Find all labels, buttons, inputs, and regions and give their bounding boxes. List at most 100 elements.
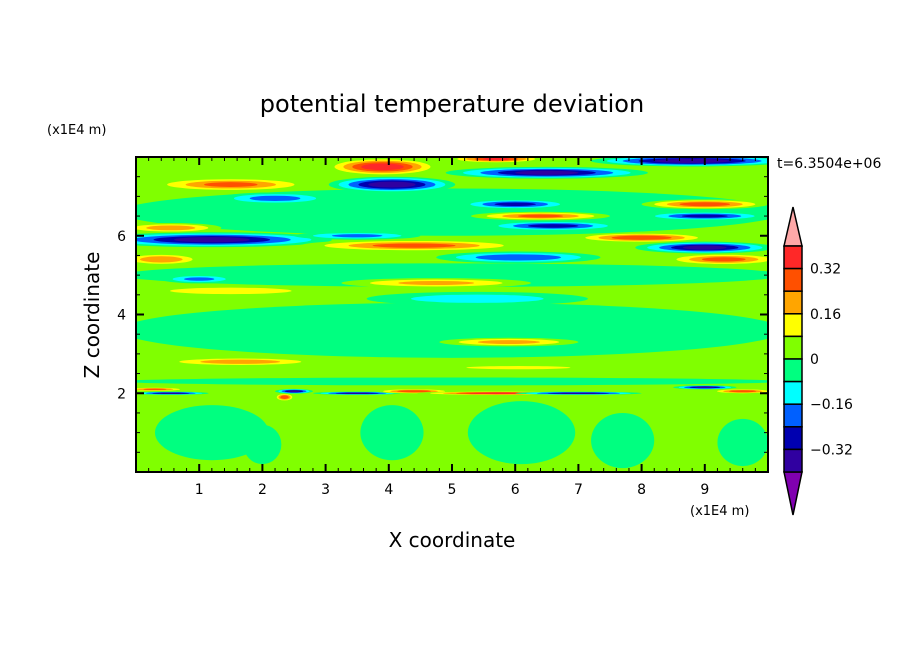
contour-feature — [445, 166, 648, 179]
contour-feature — [148, 177, 313, 192]
contour-feature — [635, 241, 768, 254]
contour-feature — [717, 418, 768, 467]
colorbar-box — [783, 448, 803, 473]
contour-feature — [312, 391, 402, 395]
x-axis-label: X coordinate — [389, 528, 516, 552]
axis-ticks — [136, 157, 769, 472]
x-unit-label: (x1E4 m) — [690, 504, 749, 519]
contour-band — [611, 235, 672, 240]
contour-band — [517, 214, 564, 218]
contour-feature — [136, 377, 768, 386]
colorbar-tick-label: 0.32 — [810, 262, 841, 278]
contour-band — [204, 182, 258, 187]
x-tick-label: 2 — [258, 482, 267, 498]
x-tick-label: 3 — [321, 482, 330, 498]
contour-band — [527, 224, 579, 228]
contour-band — [398, 281, 475, 285]
contour-band — [154, 405, 269, 461]
contour-band — [249, 195, 301, 201]
contour-field — [136, 157, 768, 472]
colorbar-box — [783, 313, 803, 338]
contour-band — [331, 234, 383, 238]
colorbar-box — [783, 335, 803, 360]
contour-band — [143, 388, 167, 391]
contour-band — [397, 390, 431, 393]
contour-band — [679, 202, 731, 207]
contour-band — [343, 392, 372, 394]
contour-band — [515, 170, 579, 175]
x-tick-label: 9 — [700, 482, 709, 498]
contour-band — [466, 366, 571, 370]
contour-band — [475, 254, 562, 261]
contour-band — [139, 256, 183, 263]
contour-feature — [325, 157, 440, 176]
contour-feature — [136, 387, 187, 392]
contour-feature — [515, 391, 642, 395]
contour-feature — [218, 192, 332, 205]
contour-band — [681, 214, 728, 218]
y-tick-label: 6 — [117, 229, 126, 245]
contour-feature — [439, 337, 579, 347]
x-tick-label: 4 — [384, 482, 393, 498]
contour-band — [494, 202, 536, 207]
contour-feature — [458, 199, 573, 210]
contour-band — [368, 181, 416, 188]
contour-band — [717, 418, 768, 467]
contour-band — [467, 401, 576, 465]
colorbar-tick-label: 0.16 — [810, 307, 841, 323]
contour-band — [174, 237, 250, 243]
contour-feature — [136, 284, 342, 297]
colorbar-tick-label: −0.16 — [810, 397, 853, 413]
contour-band — [372, 243, 456, 248]
contour-band — [169, 287, 292, 295]
y-axis-label: Z coordinate — [80, 252, 104, 379]
x-tick-label: 6 — [511, 482, 520, 498]
contour-band — [288, 390, 300, 393]
y-tick-label: 2 — [117, 386, 126, 402]
x-tick-label: 8 — [637, 482, 646, 498]
contour-band — [184, 277, 215, 281]
colorbar-box — [783, 245, 803, 270]
contour-band — [682, 245, 727, 250]
contour-band — [361, 163, 404, 171]
contour-feature — [673, 385, 737, 390]
contour-band — [558, 392, 599, 394]
contour-band — [158, 392, 183, 394]
contour-band — [694, 386, 715, 389]
contour-band — [243, 424, 282, 465]
colorbar-tick-label: 0 — [810, 352, 819, 368]
contour-band — [591, 412, 655, 469]
contour-feature — [483, 220, 623, 231]
contour-feature — [470, 211, 610, 221]
contour-band — [468, 392, 524, 394]
contour-feature — [136, 222, 222, 233]
contour-feature — [294, 231, 421, 240]
contour-band — [136, 377, 768, 386]
x-tick-labels: 1 2 3 4 5 6 7 8 9 — [195, 482, 710, 498]
x-tick-label: 1 — [195, 482, 204, 498]
chart-title: potential temperature deviation — [260, 90, 644, 118]
contour-feature — [275, 393, 294, 402]
contour-feature — [341, 278, 531, 288]
contour-feature — [136, 302, 768, 358]
contour-feature — [436, 251, 601, 264]
colorbar-box — [783, 358, 803, 383]
contour-feature — [300, 239, 528, 252]
colorbar-box — [783, 290, 803, 315]
y-tick-label: 4 — [117, 308, 126, 324]
colorbar-tick-label: −0.32 — [810, 442, 853, 458]
contour-feature — [572, 232, 712, 243]
contour-band — [136, 302, 768, 358]
contour-feature — [136, 263, 768, 287]
contour-feature — [136, 391, 209, 395]
colorbar-box — [783, 403, 803, 428]
contour-band — [482, 157, 510, 161]
contour-feature — [641, 211, 768, 221]
contour-band — [477, 340, 540, 344]
y-unit-label: (x1E4 m) — [47, 123, 106, 138]
contour-band — [729, 390, 757, 393]
colorbar-box — [783, 426, 803, 451]
colorbar-box — [783, 380, 803, 405]
colorbar-box — [783, 267, 803, 292]
